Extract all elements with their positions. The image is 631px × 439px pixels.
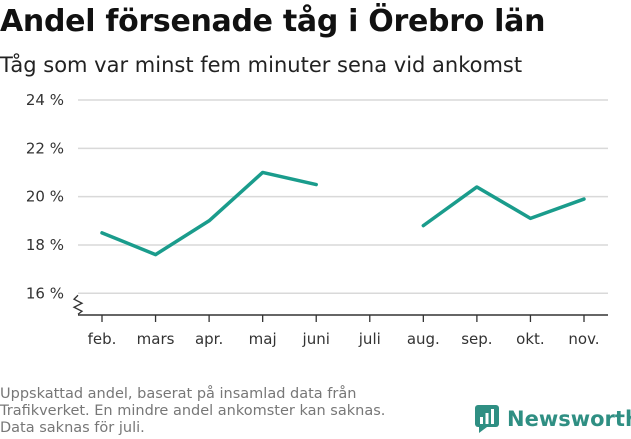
grid-lines	[78, 99, 608, 295]
x-tick-label: apr.	[195, 330, 223, 348]
y-tick-label: 24 %	[26, 91, 64, 109]
x-tick-label: maj	[249, 330, 277, 348]
x-axis-tick-labels: feb. mars apr. maj juni juli aug. sep. okt. nov.	[88, 315, 600, 348]
y-tick-label: 16 %	[26, 284, 64, 302]
x-tick-label: okt.	[516, 330, 545, 348]
series-line-segment	[100, 170, 318, 257]
x-tick-label: juli	[358, 330, 381, 348]
x-tick-label: nov.	[568, 330, 599, 348]
caption-line: Trafikverket. En mindre andel ankomster …	[0, 403, 386, 419]
chart-title: Andel försenade tåg i Örebro län	[0, 4, 546, 39]
x-tick-label: aug.	[407, 330, 440, 348]
y-tick-label: 20 %	[26, 188, 64, 206]
caption-line: Data saknas för juli.	[0, 420, 145, 436]
x-tick-label: sep.	[461, 330, 492, 348]
caption-line: Uppskattad andel, baserat på insamlad da…	[0, 386, 357, 402]
newsworthy-logo: Newsworthy	[475, 405, 631, 433]
y-tick-label: 22 %	[26, 139, 64, 157]
line-chart: 16 % 18 % 20 % 22 % 24 % feb. mars apr. maj juni…	[26, 91, 608, 348]
x-axis	[72, 294, 608, 316]
x-tick-label: mars	[137, 330, 175, 348]
bar-chart-logo-icon	[475, 405, 499, 433]
axis-break-mark	[72, 294, 84, 315]
series-line-segment	[421, 185, 586, 228]
y-tick-label: 18 %	[26, 236, 64, 254]
x-tick-label: juni	[302, 330, 330, 348]
y-axis-tick-labels: 16 % 18 % 20 % 22 % 24 %	[26, 91, 64, 302]
series-lines	[100, 170, 586, 257]
chart-subtitle: Tåg som var minst fem minuter sena vid a…	[0, 53, 523, 77]
chart-caption: Uppskattad andel, baserat på insamlad da…	[0, 386, 440, 437]
x-tick-label: feb.	[88, 330, 117, 348]
brand-name: Newsworthy	[507, 407, 631, 431]
